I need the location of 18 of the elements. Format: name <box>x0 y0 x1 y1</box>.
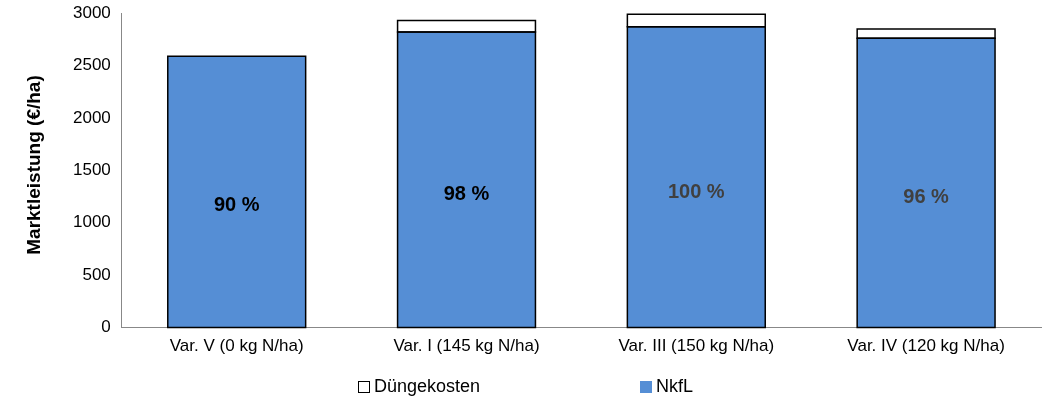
y-axis-title: Marktleistung (€/ha) <box>23 75 45 255</box>
annotation: 96 % <box>903 184 950 207</box>
y-tick-label: 500 <box>82 264 111 284</box>
x-tick-label: Var. V (0 kg N/ha) <box>169 336 304 356</box>
y-tick-label: 2000 <box>72 107 111 127</box>
legend-label: NkfL <box>656 376 694 397</box>
annotation: 98 % <box>443 182 490 205</box>
x-tick-label: Var. III (150 kg N/ha) <box>618 336 775 356</box>
y-tick-label: 1000 <box>72 212 111 232</box>
x-tick-label: Var. I (145 kg N/ha) <box>393 336 540 356</box>
y-tick-label: 3000 <box>72 2 111 22</box>
y-tick-label: 0 <box>101 317 111 337</box>
annotation: 100 % <box>667 179 725 202</box>
y-tick-label: 1500 <box>72 160 111 180</box>
y-tick-label: 2500 <box>72 55 111 75</box>
legend-label: Düngekosten <box>373 376 481 397</box>
annotation: 90 % <box>213 192 260 215</box>
x-tick-label: Var. IV (120 kg N/ha) <box>847 336 1005 356</box>
